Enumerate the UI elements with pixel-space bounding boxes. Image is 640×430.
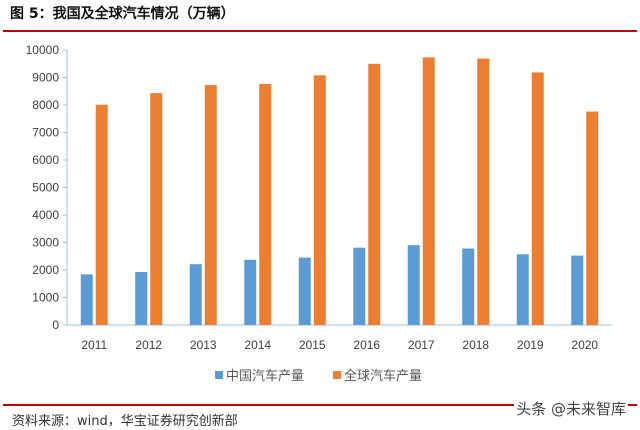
bar-china-2014 (244, 259, 257, 325)
bar-global-2018 (477, 58, 490, 325)
bar-china-2012 (135, 272, 148, 325)
y-tick-label: 6000 (32, 153, 59, 167)
bar-china-2020 (571, 255, 584, 325)
bar-chart: 0 1000 2000 3000 4000 5000 6000 7000 8000 9000 100… (26, 43, 612, 384)
x-tick-label: 2017 (408, 338, 435, 352)
x-tick-label: 2020 (571, 338, 598, 352)
bar-global-2017 (422, 57, 435, 326)
bar-global-2013 (204, 85, 217, 325)
title-divider (3, 30, 637, 32)
y-tick-label: 1000 (32, 291, 59, 305)
bar-global-2014 (259, 84, 272, 325)
bar-china-2011 (80, 274, 93, 325)
bar-china-2017 (407, 245, 420, 325)
bar-china-2016 (353, 247, 366, 325)
x-tick-label: 2019 (517, 338, 544, 352)
legend-swatch (333, 371, 341, 379)
bar-china-2019 (516, 254, 529, 325)
bar-china-2018 (462, 248, 475, 325)
bar-global-2012 (150, 93, 163, 325)
chart-title: 图 5：我国及全球汽车情况（万辆） (10, 6, 235, 22)
watermark: 头条 @未来智库 (514, 398, 628, 419)
bar-global-2016 (368, 63, 381, 326)
bar-china-2015 (298, 257, 311, 325)
bar-china-2013 (189, 264, 202, 325)
y-tick-label: 7000 (32, 126, 59, 140)
footer-divider (3, 404, 637, 406)
y-tick-label: 3000 (32, 236, 59, 250)
y-tick-label: 0 (52, 318, 59, 332)
bar-global-2019 (531, 72, 544, 325)
legend-swatch (215, 371, 223, 379)
bar-global-2015 (313, 75, 326, 325)
bar-global-2020 (586, 111, 599, 325)
y-tick-label: 8000 (32, 98, 59, 112)
legend-label: 中国汽车产量 (226, 368, 304, 384)
x-tick-label: 2016 (353, 338, 380, 352)
x-tick-label: 2011 (81, 338, 107, 352)
y-tick-label: 4000 (32, 208, 59, 222)
bar-global-2011 (95, 104, 108, 325)
legend-label: 全球汽车产量 (344, 368, 422, 384)
y-tick-label: 9000 (32, 71, 59, 85)
y-tick-label: 2000 (32, 263, 59, 277)
x-tick-label: 2015 (299, 338, 326, 352)
x-tick-label: 2012 (135, 338, 162, 352)
y-tick-label: 5000 (32, 181, 59, 195)
x-tick-label: 2014 (244, 338, 271, 352)
source-note: 资料来源：wind，华宝证券研究创新部 (12, 414, 238, 429)
x-tick-label: 2018 (462, 338, 489, 352)
y-tick-label: 10000 (26, 43, 60, 57)
x-tick-label: 2013 (190, 338, 217, 352)
